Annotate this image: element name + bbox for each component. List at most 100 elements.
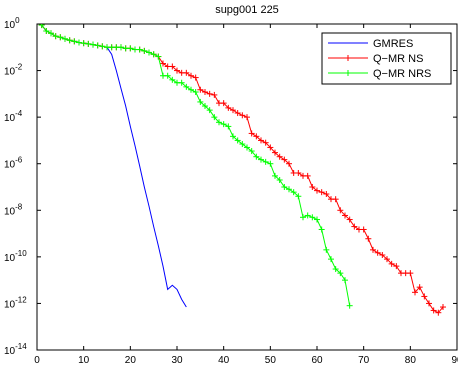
- y-tick-exponent: -4: [15, 109, 23, 118]
- data-point: [220, 121, 227, 128]
- data-point: [183, 83, 190, 90]
- data-point: [337, 270, 344, 277]
- legend-label: Q−MR NRS: [373, 68, 431, 80]
- y-tick-exponent: 0: [15, 16, 20, 25]
- data-point: [295, 169, 302, 176]
- data-point: [281, 156, 288, 163]
- y-tick-base: 10: [4, 20, 16, 31]
- data-point: [169, 63, 176, 70]
- y-tick-base: 10: [4, 67, 16, 78]
- data-point: [426, 300, 432, 307]
- data-point: [234, 137, 241, 144]
- data-point: [416, 284, 423, 291]
- data-point: [66, 37, 73, 44]
- y-tick-label: 10-4: [4, 109, 23, 124]
- data-point: [342, 212, 348, 219]
- data-point: [323, 191, 330, 198]
- y-tick-base: 10: [4, 346, 16, 357]
- y-tick-label: 10-12: [4, 295, 27, 310]
- data-point: [421, 293, 428, 300]
- data-point: [412, 289, 418, 296]
- data-point: [304, 172, 311, 179]
- data-point: [202, 103, 208, 110]
- data-point: [300, 214, 306, 221]
- data-point: [90, 41, 96, 48]
- data-point: [384, 256, 390, 263]
- data-point: [370, 246, 376, 253]
- data-point: [253, 153, 260, 160]
- data-point: [230, 133, 236, 140]
- data-point: [253, 133, 260, 140]
- data-point: [337, 207, 344, 214]
- data-point: [440, 304, 446, 311]
- y-tick-label: 10-10: [4, 249, 27, 264]
- data-point: [225, 123, 232, 130]
- data-point: [393, 263, 400, 270]
- series-layer: [38, 24, 446, 316]
- data-point: [57, 34, 64, 41]
- data-point: [230, 107, 236, 114]
- legend-label: GMRES: [373, 38, 413, 50]
- y-tick-exponent: -10: [15, 249, 27, 258]
- x-tick-label: 10: [78, 355, 90, 366]
- x-tick-label: 0: [34, 355, 40, 366]
- data-point: [141, 47, 148, 54]
- y-tick-exponent: -8: [15, 202, 23, 211]
- data-point: [346, 302, 353, 309]
- y-tick-base: 10: [4, 160, 16, 171]
- chart-title: supg001 225: [215, 4, 279, 16]
- data-point: [332, 196, 339, 203]
- data-point: [272, 149, 278, 156]
- data-point: [169, 76, 176, 83]
- y-tick-label: 10-2: [4, 63, 23, 78]
- data-point: [267, 160, 274, 167]
- data-point: [276, 153, 283, 160]
- data-point: [146, 49, 152, 56]
- data-point: [192, 74, 199, 81]
- data-point: [360, 226, 367, 233]
- legend: GMRES Q−MR NS Q−MR NRS: [321, 32, 452, 85]
- data-point: [211, 91, 218, 98]
- data-point: [430, 307, 437, 314]
- data-point: [192, 89, 199, 96]
- legend-label: Q−MR NS: [373, 53, 423, 65]
- data-point: [281, 184, 288, 190]
- data-point: [234, 110, 241, 117]
- data-point: [160, 60, 166, 67]
- data-point: [127, 45, 134, 52]
- x-tick-label: 80: [405, 355, 417, 366]
- data-point: [239, 112, 246, 119]
- data-point: [272, 172, 278, 179]
- legend-entries: GMRES Q−MR NS Q−MR NRS: [328, 38, 431, 80]
- data-point: [220, 100, 227, 107]
- data-point: [342, 277, 348, 284]
- data-point: [248, 130, 255, 137]
- data-point: [351, 223, 358, 230]
- data-point: [258, 137, 264, 144]
- data-point: [206, 90, 213, 97]
- y-tick-label: 100: [4, 16, 20, 31]
- data-point: [295, 193, 302, 200]
- data-point: [286, 186, 292, 193]
- data-point: [178, 79, 185, 86]
- data-point: [286, 160, 292, 167]
- data-point: [262, 139, 269, 146]
- data-point: [155, 53, 162, 60]
- data-point: [276, 176, 283, 183]
- data-point: [188, 72, 194, 79]
- data-point: [62, 35, 68, 42]
- data-point: [52, 33, 59, 40]
- y-tick-exponent: -14: [15, 342, 27, 351]
- data-point: [346, 216, 353, 223]
- data-point: [328, 256, 334, 263]
- data-point: [332, 266, 339, 273]
- data-point: [318, 226, 325, 233]
- data-point: [183, 69, 190, 76]
- data-point: [202, 89, 208, 96]
- data-point: [239, 141, 246, 148]
- data-point: [323, 246, 330, 253]
- x-tick-label: 70: [358, 355, 370, 366]
- data-point: [188, 86, 194, 93]
